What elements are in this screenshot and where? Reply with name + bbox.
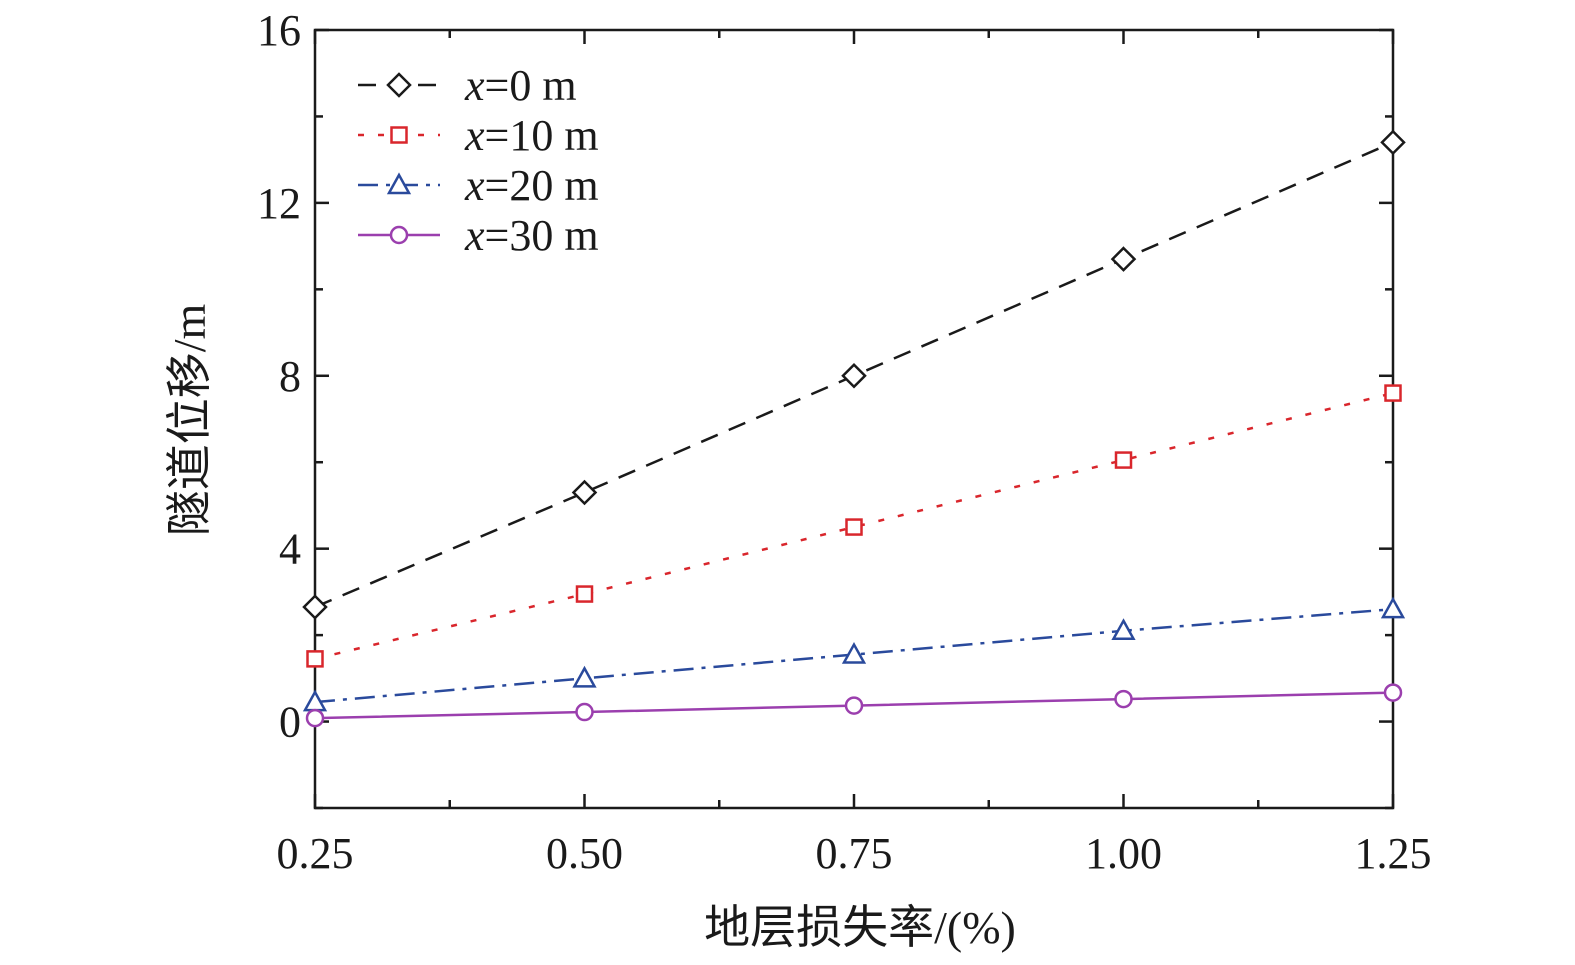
data-point <box>575 585 594 603</box>
data-point <box>841 363 867 389</box>
legend-marker <box>390 126 408 144</box>
legend: x=0 mx=10 mx=20 mx=30 m <box>358 61 599 260</box>
legend-entry: x=20 m <box>358 161 599 210</box>
x-tick-label: 0.25 <box>277 829 354 878</box>
data-point <box>844 696 864 715</box>
y-tick-label: 0 <box>279 698 301 747</box>
series-line <box>314 391 1394 661</box>
legend-marker <box>386 72 412 98</box>
legend-marker <box>389 225 409 245</box>
data-point <box>1114 689 1133 709</box>
axis-ticks: 0.25 0.50 0.75 1.00 1.25 0 4 8 12 16 <box>257 6 1432 878</box>
legend-marker <box>386 172 412 195</box>
data-point <box>302 594 328 620</box>
legend-label: x=0 m <box>464 61 577 110</box>
data-point <box>1383 683 1403 702</box>
y-tick-label: 16 <box>257 6 301 55</box>
data-point <box>1110 246 1137 272</box>
y-tick-label: 8 <box>279 352 301 401</box>
series-3 <box>305 683 1403 728</box>
data-point <box>1384 384 1402 402</box>
legend-label: x=30 m <box>464 211 599 260</box>
legend-label: x=10 m <box>464 111 599 160</box>
series-group <box>302 129 1406 728</box>
legend-label: x=20 m <box>464 161 599 210</box>
data-point <box>1114 451 1133 469</box>
x-tick-label: 1.25 <box>1355 829 1432 878</box>
data-point <box>306 650 324 668</box>
series-1 <box>306 384 1402 668</box>
x-tick-label: 0.50 <box>546 829 623 878</box>
x-tick-label: 1.00 <box>1085 829 1162 878</box>
legend-entry: x=0 m <box>358 61 577 110</box>
data-point <box>1111 618 1136 641</box>
y-tick-label: 12 <box>257 179 301 228</box>
y-axis-label: 隧道位移/m <box>164 304 215 537</box>
series-0 <box>302 129 1406 620</box>
y-tick-label: 4 <box>279 525 301 574</box>
x-tick-label: 0.75 <box>816 829 893 878</box>
legend-entry: x=10 m <box>358 111 599 160</box>
data-point <box>845 518 863 536</box>
data-point <box>1380 596 1406 619</box>
data-point <box>1380 129 1406 156</box>
legend-entry: x=30 m <box>358 211 599 260</box>
data-point <box>841 641 867 664</box>
data-point <box>572 665 597 688</box>
data-point <box>305 708 325 728</box>
x-axis-label: 地层损失率/(%) <box>704 902 1016 953</box>
series-2 <box>302 596 1406 712</box>
data-point <box>575 702 594 722</box>
data-point <box>571 479 598 506</box>
